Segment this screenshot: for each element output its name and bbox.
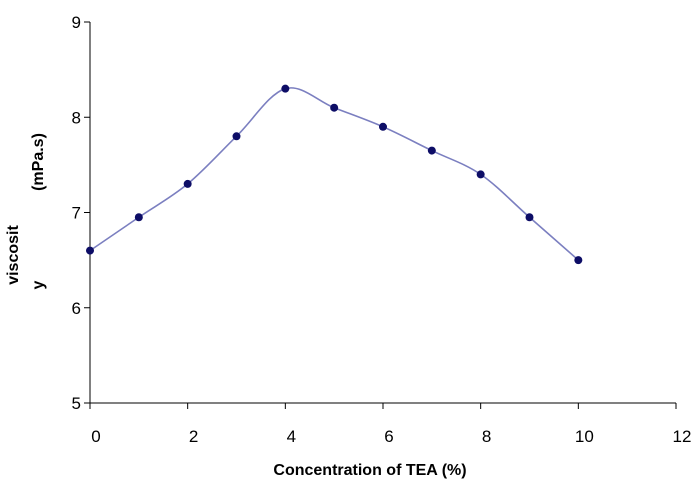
- data-point: [183, 179, 192, 188]
- y-axis-title-unit: (mPa.s): [30, 133, 47, 191]
- y-tick-label: 7: [72, 204, 81, 223]
- y-axis-title-part-2: y: [30, 280, 47, 289]
- y-axis-ticks: 5 6 7 8 9: [72, 13, 90, 413]
- x-tick-label: 4: [287, 427, 296, 446]
- data-point: [86, 246, 94, 255]
- data-point: [134, 213, 143, 222]
- y-tick-label: 8: [72, 108, 81, 127]
- data-point: [476, 170, 485, 179]
- x-tick-label: 0: [91, 427, 100, 446]
- x-tick-label: 6: [384, 427, 393, 446]
- x-axis-title: Concentration of TEA (%): [273, 462, 466, 479]
- y-axis-title-part-1: viscosit: [5, 225, 22, 285]
- x-axis-ticks: 0 2 4 6 8 10 12: [89, 403, 692, 446]
- data-point: [281, 84, 290, 93]
- x-tick-label: 12: [673, 427, 692, 446]
- y-tick-label: 9: [72, 13, 81, 32]
- x-tick-label: 2: [189, 427, 198, 446]
- data-point: [379, 122, 387, 131]
- x-tick-label: 10: [575, 427, 594, 446]
- data-point: [525, 213, 534, 222]
- data-point: [574, 256, 583, 265]
- data-point: [427, 146, 436, 155]
- chart-axes: [89, 22, 676, 404]
- y-tick-label: 6: [72, 299, 81, 318]
- data-point: [232, 132, 241, 141]
- plot-area: [86, 84, 583, 265]
- y-tick-label: 5: [72, 394, 81, 413]
- x-tick-label: 8: [482, 427, 491, 446]
- series-line: [89, 87, 579, 261]
- data-point: [330, 103, 339, 112]
